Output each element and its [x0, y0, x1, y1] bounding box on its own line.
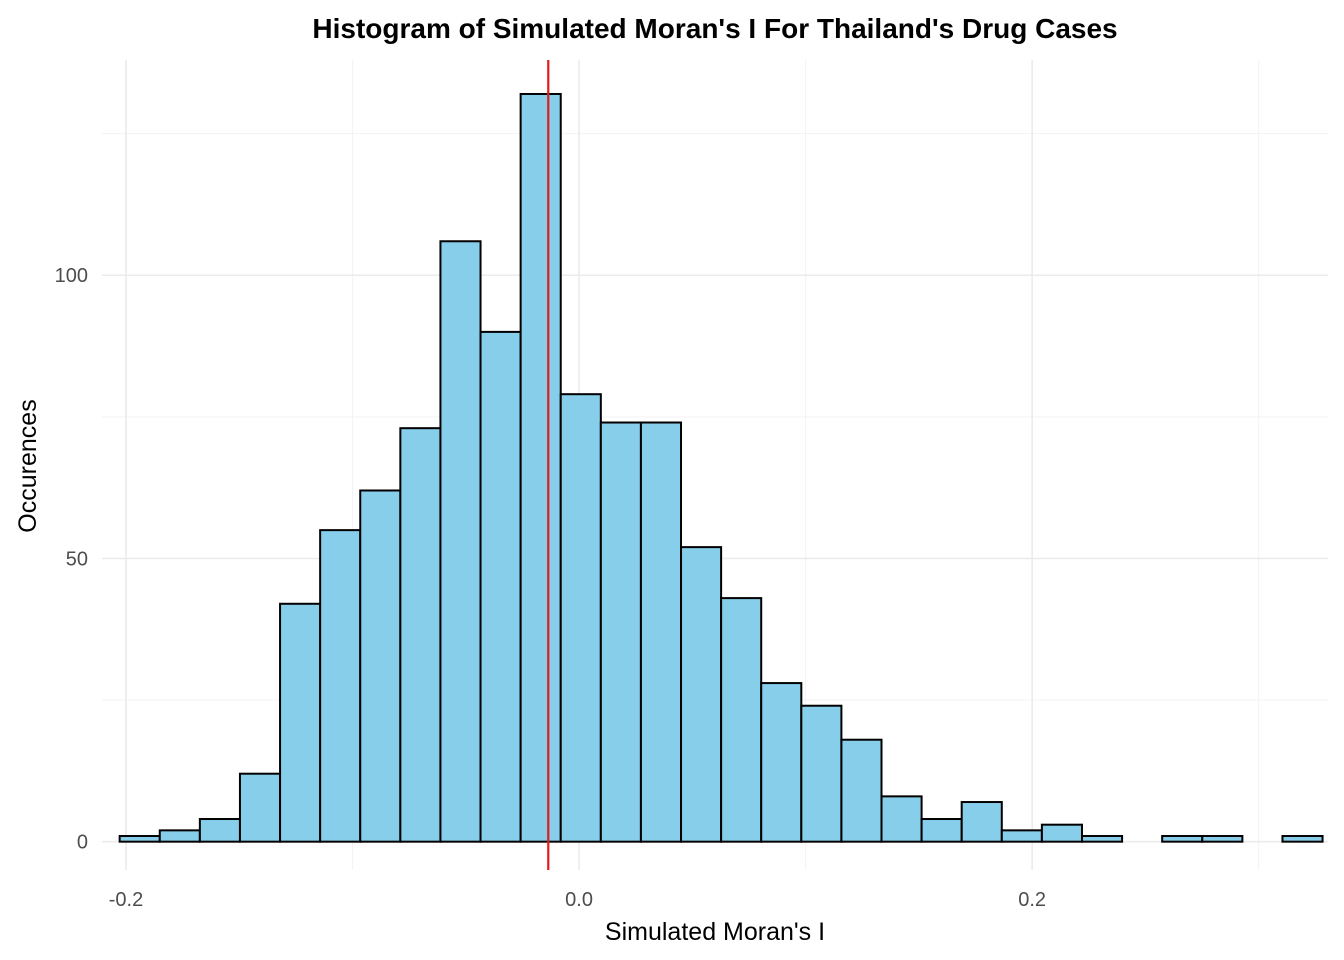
- y-tick-label: 50: [66, 548, 88, 570]
- histogram-bar: [118, 835, 161, 843]
- histogram-bar: [279, 602, 322, 843]
- chart-title: Histogram of Simulated Moran's I For Tha…: [312, 13, 1117, 44]
- x-axis-label: Simulated Moran's I: [605, 918, 825, 946]
- x-tick-label: 0.2: [1018, 889, 1046, 911]
- histogram-bar: [439, 240, 482, 843]
- histogram-bar: [1080, 835, 1124, 843]
- histogram-bars: [118, 92, 1324, 843]
- histogram-bar: [800, 704, 843, 843]
- y-tick-label: 100: [55, 265, 88, 287]
- histogram-bar: [960, 801, 1003, 843]
- y-axis-ticks: 0 50 100: [55, 265, 88, 853]
- histogram-bar: [559, 393, 602, 843]
- histogram-bar: [599, 421, 642, 843]
- grid-lines: [102, 60, 1328, 870]
- histogram-bar: [1281, 835, 1324, 843]
- histogram-bar: [198, 818, 241, 843]
- histogram-bar: [639, 421, 683, 843]
- histogram-bar: [1161, 835, 1204, 843]
- histogram-bar: [519, 92, 562, 843]
- histogram-bar: [1000, 829, 1043, 843]
- histogram-bar: [680, 546, 723, 843]
- histogram-bar: [238, 772, 282, 843]
- y-tick-label: 0: [77, 832, 88, 854]
- histogram-bar: [319, 529, 362, 843]
- histogram-bar: [760, 682, 803, 843]
- histogram-bar: [359, 489, 402, 843]
- histogram-bar: [840, 738, 883, 843]
- y-axis-label: Occurences: [14, 399, 42, 532]
- histogram-bar: [1040, 823, 1083, 843]
- x-axis-ticks: -0.2 0.0 0.2: [109, 889, 1046, 911]
- histogram-bar: [479, 330, 522, 843]
- histogram-bar: [1201, 835, 1244, 843]
- x-tick-label: -0.2: [109, 889, 143, 911]
- x-tick-label: 0.0: [565, 889, 593, 911]
- histogram-bar: [920, 818, 963, 843]
- histogram-bar: [399, 427, 442, 843]
- histogram-bar: [158, 829, 201, 843]
- histogram-bar: [880, 795, 923, 843]
- histogram-bar: [720, 597, 763, 843]
